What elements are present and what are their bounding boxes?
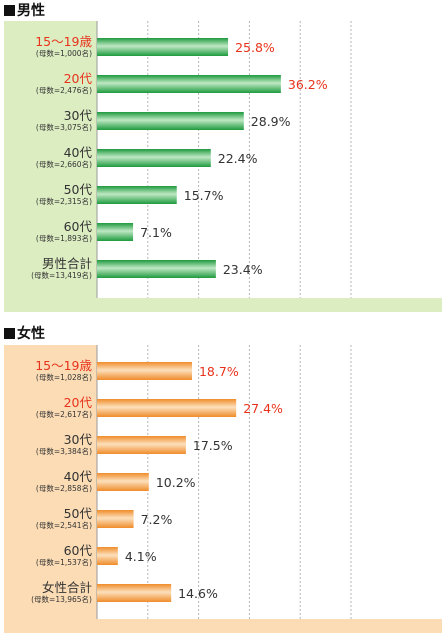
male-bar	[97, 260, 216, 278]
male-bar-chart: 15〜19歳(母数=1,000名) 25.8% 20代(母数=2,476名) 36.2…	[4, 21, 442, 312]
female-value-label: 14.6%	[178, 586, 218, 601]
male-value-label: 23.4%	[223, 262, 263, 277]
female-chart-panel: 15〜19歳 (母数=1,028名) 18.7% 20代 (母数=2,617名) 27.4…	[4, 345, 442, 633]
female-sample-size-label: (母数=2,541名)	[36, 520, 92, 530]
female-title-text: 女性	[17, 326, 45, 342]
female-value-label: 17.5%	[193, 438, 233, 453]
female-sample-size-label: (母数=3,384名)	[36, 446, 92, 456]
female-value-label: 27.4%	[243, 401, 283, 416]
female-bar	[97, 436, 186, 454]
male-value-label: 15.7%	[184, 188, 224, 203]
female-sample-size-label: (母数=1,028名)	[36, 372, 92, 382]
female-category-label: 30代	[64, 432, 93, 447]
female-value-label: 4.1%	[125, 549, 157, 564]
female-bar	[97, 473, 149, 491]
male-sample-size-label: (母数=1,000名)	[36, 48, 92, 58]
male-bar	[97, 38, 229, 56]
female-bar	[97, 510, 134, 528]
male-category-label: 20代	[64, 71, 93, 86]
female-sample-size-label: (母数=1,537名)	[36, 557, 92, 567]
female-sample-size-label: (母数=2,858名)	[36, 483, 92, 493]
male-category-label: 50代	[64, 182, 93, 197]
male-category-label: 15〜19歳	[35, 34, 92, 49]
male-category-label: 60代	[64, 219, 93, 234]
male-sample-size-label: (母数=2,660名)	[36, 159, 92, 169]
male-bar	[97, 186, 177, 204]
male-category-label: 男性合計	[42, 256, 92, 271]
male-sample-size-label: (母数=13,419名)	[31, 270, 92, 280]
male-sample-size-label: (母数=2,315名)	[36, 196, 92, 206]
female-category-label: 20代	[64, 395, 93, 410]
female-value-label: 10.2%	[156, 475, 196, 490]
male-title-text: 男性	[17, 3, 45, 19]
male-section-title: 男性	[4, 0, 45, 20]
male-value-label: 22.4%	[218, 151, 258, 166]
female-bar	[97, 584, 172, 602]
male-bar	[97, 75, 281, 93]
label-column-bg	[4, 21, 97, 312]
female-bar	[97, 399, 237, 417]
female-category-label: 40代	[64, 469, 93, 484]
male-category-label: 30代	[64, 108, 93, 123]
male-bar	[97, 149, 211, 167]
female-category-label: 60代	[64, 543, 93, 558]
male-value-label: 28.9%	[251, 114, 291, 129]
female-category-label: 女性合計	[42, 580, 92, 595]
female-bar	[97, 547, 118, 565]
male-sample-size-label: (母数=1,893名)	[36, 233, 92, 243]
female-sample-size-label: (母数=13,965名)	[31, 594, 92, 604]
female-category-label: 15〜19歳	[35, 358, 92, 373]
bottom-band	[97, 619, 442, 633]
male-chart-panel: 15〜19歳 (母数=1,000名) 25.8% 20代 (母数=2,476名) 36.2…	[4, 21, 442, 312]
male-bar	[97, 223, 134, 241]
female-bar-chart: 15〜19歳(母数=1,028名) 18.7% 20代(母数=2,617名) 27.4…	[4, 345, 442, 633]
male-sample-size-label: (母数=2,476名)	[36, 85, 92, 95]
female-value-label: 7.2%	[141, 512, 173, 527]
label-column-bg	[4, 345, 97, 633]
plot-area-bg	[97, 345, 442, 619]
male-category-label: 40代	[64, 145, 93, 160]
female-bar	[97, 362, 192, 380]
male-bar	[97, 112, 244, 130]
female-value-label: 18.7%	[199, 364, 239, 379]
square-icon	[4, 328, 15, 339]
male-value-label: 7.1%	[140, 225, 172, 240]
male-sample-size-label: (母数=3,075名)	[36, 122, 92, 132]
female-section-title: 女性	[4, 323, 45, 343]
square-icon	[4, 5, 15, 16]
male-value-label: 25.8%	[235, 40, 275, 55]
female-sample-size-label: (母数=2,617名)	[36, 409, 92, 419]
male-value-label: 36.2%	[288, 77, 328, 92]
bottom-band	[97, 298, 442, 312]
female-category-label: 50代	[64, 506, 93, 521]
